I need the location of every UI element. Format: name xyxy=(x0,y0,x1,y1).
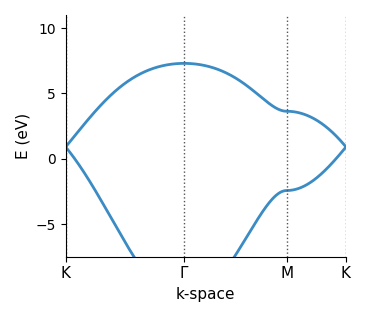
Y-axis label: E (eV): E (eV) xyxy=(15,113,30,159)
X-axis label: k-space: k-space xyxy=(176,287,236,302)
